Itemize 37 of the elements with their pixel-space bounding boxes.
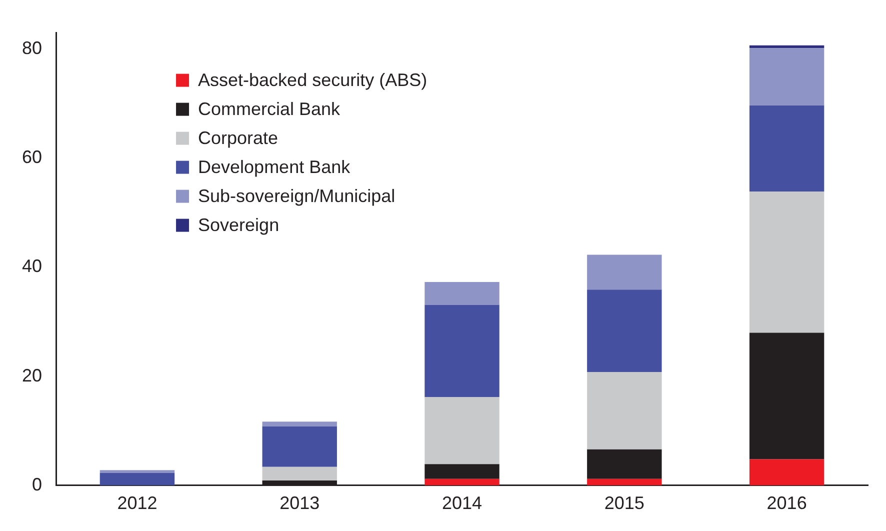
legend-label: Development Bank	[198, 156, 352, 177]
bar	[424, 397, 500, 464]
legend-label: Asset-backed security (ABS)	[198, 70, 428, 90]
y-tick-label: 20	[22, 365, 42, 386]
bar	[749, 48, 824, 106]
bar	[424, 304, 500, 398]
bar	[749, 105, 824, 192]
bar	[424, 282, 500, 305]
bar	[262, 466, 337, 480]
x-tick-label: 2015	[604, 493, 644, 514]
bar	[424, 478, 500, 486]
bar	[749, 332, 824, 460]
y-tick-label: 60	[22, 147, 42, 168]
bar	[749, 459, 824, 486]
bar	[749, 191, 824, 333]
bar	[100, 470, 175, 473]
bar	[262, 426, 337, 467]
y-tick-label: 0	[32, 474, 42, 494]
legend-label: Sub-sovereign/Municipal	[198, 186, 396, 206]
x-tick-label: 2013	[280, 493, 320, 514]
legend-label: Sovereign	[198, 214, 280, 235]
y-tick-label: 80	[22, 38, 42, 58]
bar	[587, 290, 662, 372]
legend-label: Commercial Bank	[198, 98, 342, 119]
bar	[100, 472, 175, 486]
bar	[587, 449, 662, 479]
x-tick-label: 2014	[442, 493, 482, 514]
legend-label: Corporate	[198, 128, 278, 148]
x-tick-label: 2016	[766, 493, 807, 514]
bar	[749, 45, 824, 48]
bar	[587, 254, 662, 290]
bar	[587, 478, 662, 486]
bar	[262, 422, 337, 427]
y-tick-label: 40	[22, 256, 42, 276]
bar	[424, 464, 500, 479]
bar	[587, 372, 662, 450]
x-tick-label: 2012	[117, 493, 158, 514]
